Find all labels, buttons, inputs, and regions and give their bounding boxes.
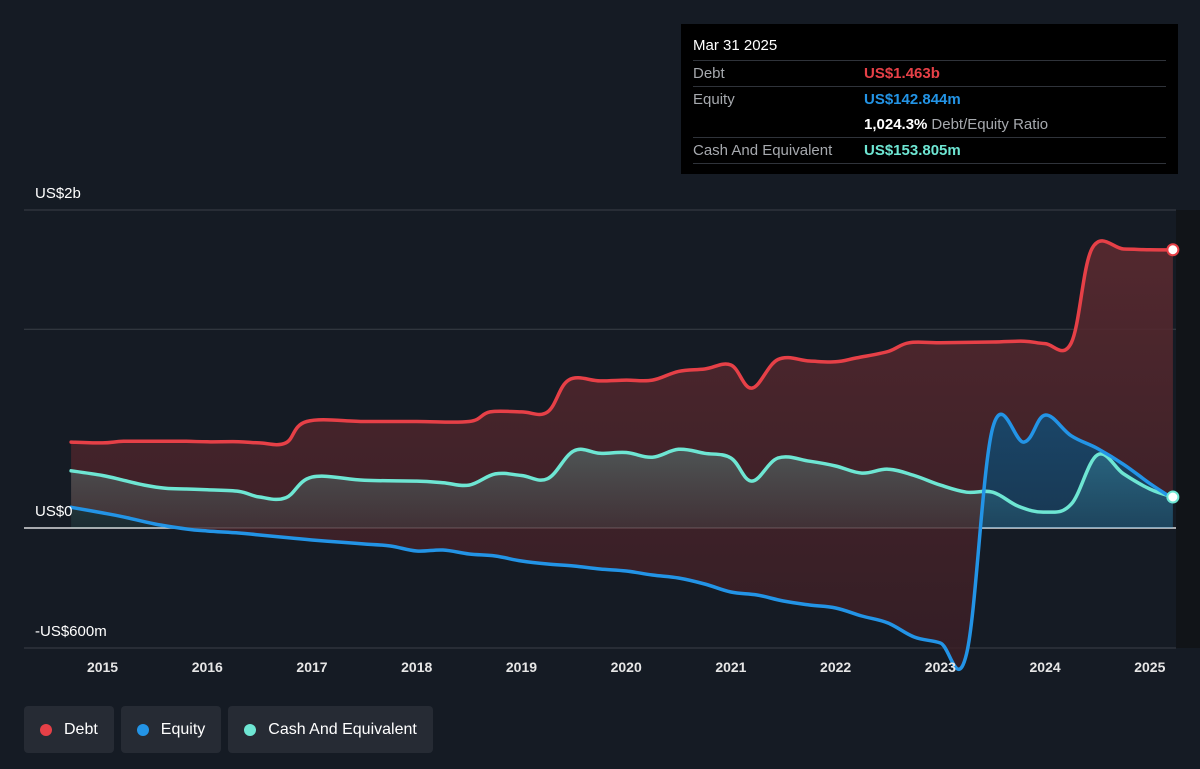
tooltip-panel: Mar 31 2025 Debt US$1.463b Equity US$142…	[681, 24, 1178, 174]
legend-label-cash: Cash And Equivalent	[268, 720, 417, 738]
x-tick-label-2016: 2016	[192, 659, 223, 675]
y-axis-labels: US$2b US$0 -US$600m	[35, 185, 107, 640]
area-cash	[71, 449, 1173, 528]
tooltip-cash-label: Cash And Equivalent	[693, 142, 833, 159]
tooltip-equity-value: US$142.844m	[864, 91, 961, 108]
legend-dot-cash	[244, 723, 257, 736]
x-tick-label-2020: 2020	[611, 659, 642, 675]
x-tick-label-2019: 2019	[506, 659, 537, 675]
future-shade	[1176, 210, 1200, 648]
x-tick-label-2024: 2024	[1030, 659, 1061, 675]
legend-item-debt[interactable]: Debt	[24, 706, 114, 753]
x-tick-label-2023: 2023	[925, 659, 956, 675]
legend-dot-equity	[136, 723, 149, 736]
tooltip-row-equity: Equity US$142.844m	[693, 86, 1166, 112]
tooltip-row-cash: Cash And Equivalent US$153.805m	[693, 137, 1166, 164]
x-tick-label-2018: 2018	[401, 659, 432, 675]
series-areas	[71, 240, 1173, 670]
x-tick-label-2017: 2017	[296, 659, 327, 675]
tooltip-debt-label: Debt	[693, 65, 725, 82]
line-equity	[69, 412, 1175, 672]
legend: Debt Equity Cash And Equivalent	[24, 706, 433, 753]
tooltip-row-debt: Debt US$1.463b	[693, 60, 1166, 86]
tooltip-date: Mar 31 2025	[693, 37, 778, 54]
line-cash-and-equivalent	[69, 447, 1175, 514]
x-tick-label-2021: 2021	[715, 659, 746, 675]
tooltip-cash-value: US$153.805m	[864, 142, 961, 159]
legend-item-cash[interactable]: Cash And Equivalent	[228, 706, 433, 753]
tooltip-ratio-label: Debt/Equity Ratio	[931, 116, 1049, 133]
x-tick-label-2015: 2015	[87, 659, 118, 675]
x-tick-label-2025: 2025	[1134, 659, 1165, 675]
x-axis-labels: 2015 2016 2017 2018 2019 2020 2021 2022 2023 2024…	[87, 659, 1166, 675]
legend-dot-debt	[40, 723, 52, 736]
legend-label-debt: Debt	[64, 720, 98, 738]
tooltip-ratio-value: 1,024.3%	[864, 116, 928, 133]
y-tick-label-1: US$0	[35, 503, 73, 520]
endpoint-debt	[1166, 243, 1180, 257]
tooltip-debt-value: US$1.463b	[864, 65, 940, 82]
line-debt	[69, 239, 1175, 447]
series-lines	[69, 239, 1175, 672]
tooltip-equity-label: Equity	[693, 91, 735, 108]
x-tick-label-2022: 2022	[820, 659, 851, 675]
endpoint-cash-and-equivalent	[1166, 490, 1180, 504]
y-tick-label-2: -US$600m	[35, 623, 107, 640]
series-endpoints	[1166, 243, 1180, 504]
tooltip-row-ratio: 1,024.3% Debt/Equity Ratio	[693, 112, 1166, 137]
legend-item-equity[interactable]: Equity	[120, 706, 222, 753]
y-tick-label-0: US$2b	[35, 185, 81, 202]
legend-label-equity: Equity	[160, 720, 206, 738]
